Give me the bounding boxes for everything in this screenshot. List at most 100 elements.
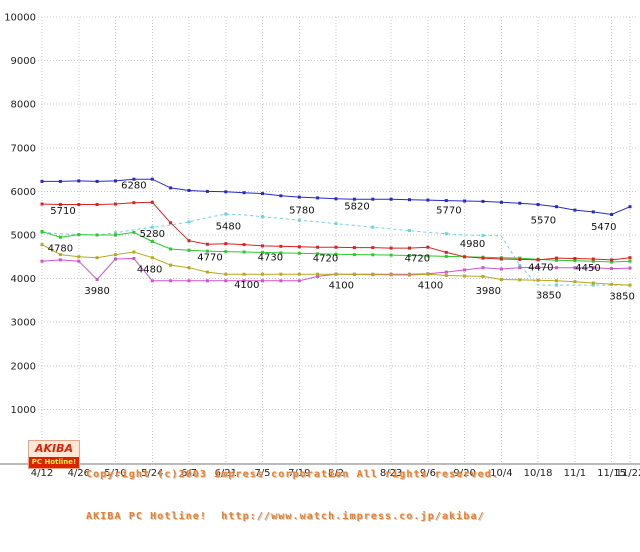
value-label: 5470 — [591, 222, 616, 233]
data-point — [444, 199, 448, 203]
y-axis-labels: 1000 2000 3000 4000 5000 6000 7000 8000 9000 1000… — [4, 13, 36, 416]
data-point — [426, 245, 430, 249]
data-point — [261, 215, 264, 219]
y-axis-label: 5000 — [11, 231, 36, 242]
data-point — [444, 274, 448, 277]
data-point — [591, 283, 595, 287]
gridlines — [38, 16, 638, 464]
data-point — [463, 274, 467, 278]
data-point — [481, 274, 485, 278]
data-point — [334, 197, 338, 201]
data-point — [463, 268, 467, 272]
data-point — [628, 205, 632, 209]
value-label: 5820 — [344, 202, 369, 213]
data-point — [334, 245, 338, 249]
data-point — [389, 253, 393, 257]
data-point — [334, 272, 338, 276]
data-point — [242, 279, 246, 283]
x-axis-label: 10/18 — [524, 468, 553, 479]
data-point — [499, 200, 503, 204]
x-axis-label: 7/19 — [288, 468, 310, 479]
data-point — [573, 266, 577, 270]
data-point — [205, 249, 209, 253]
data-point — [297, 279, 301, 283]
data-point — [169, 247, 173, 251]
data-point — [463, 255, 467, 259]
x-axis-label: 11/22 — [616, 468, 640, 479]
data-point — [132, 230, 136, 234]
data-point — [518, 266, 522, 270]
data-point — [205, 189, 209, 193]
value-label: 4980 — [460, 239, 485, 250]
data-point — [77, 233, 81, 237]
data-point — [279, 194, 283, 198]
data-point — [555, 205, 558, 209]
data-point — [169, 221, 173, 225]
x-axis-label: 6/7 — [181, 468, 197, 479]
y-axis-label: 3000 — [11, 318, 36, 329]
x-axis-label: 11/15 — [597, 468, 626, 479]
value-label: 3980 — [476, 286, 501, 297]
data-point — [573, 280, 577, 284]
data-point — [224, 250, 228, 254]
data-point — [573, 257, 577, 260]
data-point — [371, 253, 375, 257]
data-point — [518, 257, 522, 261]
x-axis-label: 5/24 — [141, 468, 163, 479]
data-point — [58, 253, 62, 257]
data-point — [205, 279, 209, 283]
data-point — [150, 200, 154, 204]
data-point — [205, 270, 209, 274]
data-point — [77, 259, 81, 263]
data-point — [316, 272, 320, 276]
copyright-line-2: AKIBA PC Hotline! http://www.watch.impre… — [86, 511, 485, 522]
x-axis-label: 9/20 — [453, 468, 475, 479]
data-point — [573, 208, 577, 212]
logo-akiba-text: AKIBA — [29, 441, 79, 457]
data-point — [371, 246, 375, 250]
data-point — [555, 256, 558, 260]
data-point — [536, 265, 540, 269]
data-point — [316, 274, 320, 278]
value-label: 5780 — [289, 206, 314, 217]
data-point — [261, 250, 264, 254]
x-axis-label: 4/26 — [68, 468, 90, 479]
data-point — [169, 263, 173, 267]
series-green — [40, 230, 632, 264]
value-label: 6280 — [121, 180, 146, 191]
x-axis-label: 7/5 — [254, 468, 270, 479]
x-axis-label: 6/21 — [215, 468, 237, 479]
footer-credit: AKIBA PC Hotline! Copyright (c)2003 impr… — [28, 440, 499, 552]
data-point — [242, 272, 246, 276]
price-trend-chart-screen: 1000 2000 3000 4000 5000 6000 7000 8000 9000 1000… — [0, 12, 640, 522]
x-axis-labels: 4/12 4/26 5/10 5/24 6/7 6/21 7/5 7/19 8/2 8/23 9/6… — [31, 468, 640, 479]
y-axis-label: 4000 — [11, 274, 36, 285]
data-point — [499, 278, 503, 281]
value-label: 4450 — [575, 263, 600, 274]
data-point — [224, 242, 228, 246]
price-line-chart: 1000 2000 3000 4000 5000 6000 7000 8000 9000 1000… — [0, 13, 640, 479]
data-point — [40, 179, 44, 183]
data-point — [536, 278, 540, 282]
y-axis-label: 2000 — [11, 361, 36, 372]
value-label: 4100 — [418, 281, 443, 292]
data-point — [444, 270, 448, 274]
data-point — [518, 201, 522, 205]
data-point — [628, 256, 632, 260]
data-point — [150, 177, 154, 181]
data-point — [555, 283, 558, 287]
data-point — [408, 254, 411, 257]
data-point — [591, 257, 595, 261]
data-point — [261, 279, 264, 283]
data-point — [536, 203, 540, 206]
data-point — [58, 258, 62, 262]
data-point — [352, 253, 356, 257]
data-point — [261, 244, 264, 248]
data-point — [591, 210, 595, 214]
data-point — [169, 279, 173, 283]
x-axis-label: 11/1 — [564, 468, 586, 479]
data-point — [610, 282, 614, 286]
value-label: 5280 — [140, 229, 165, 240]
data-point — [481, 199, 485, 203]
x-axis-label: 5/10 — [104, 468, 126, 479]
